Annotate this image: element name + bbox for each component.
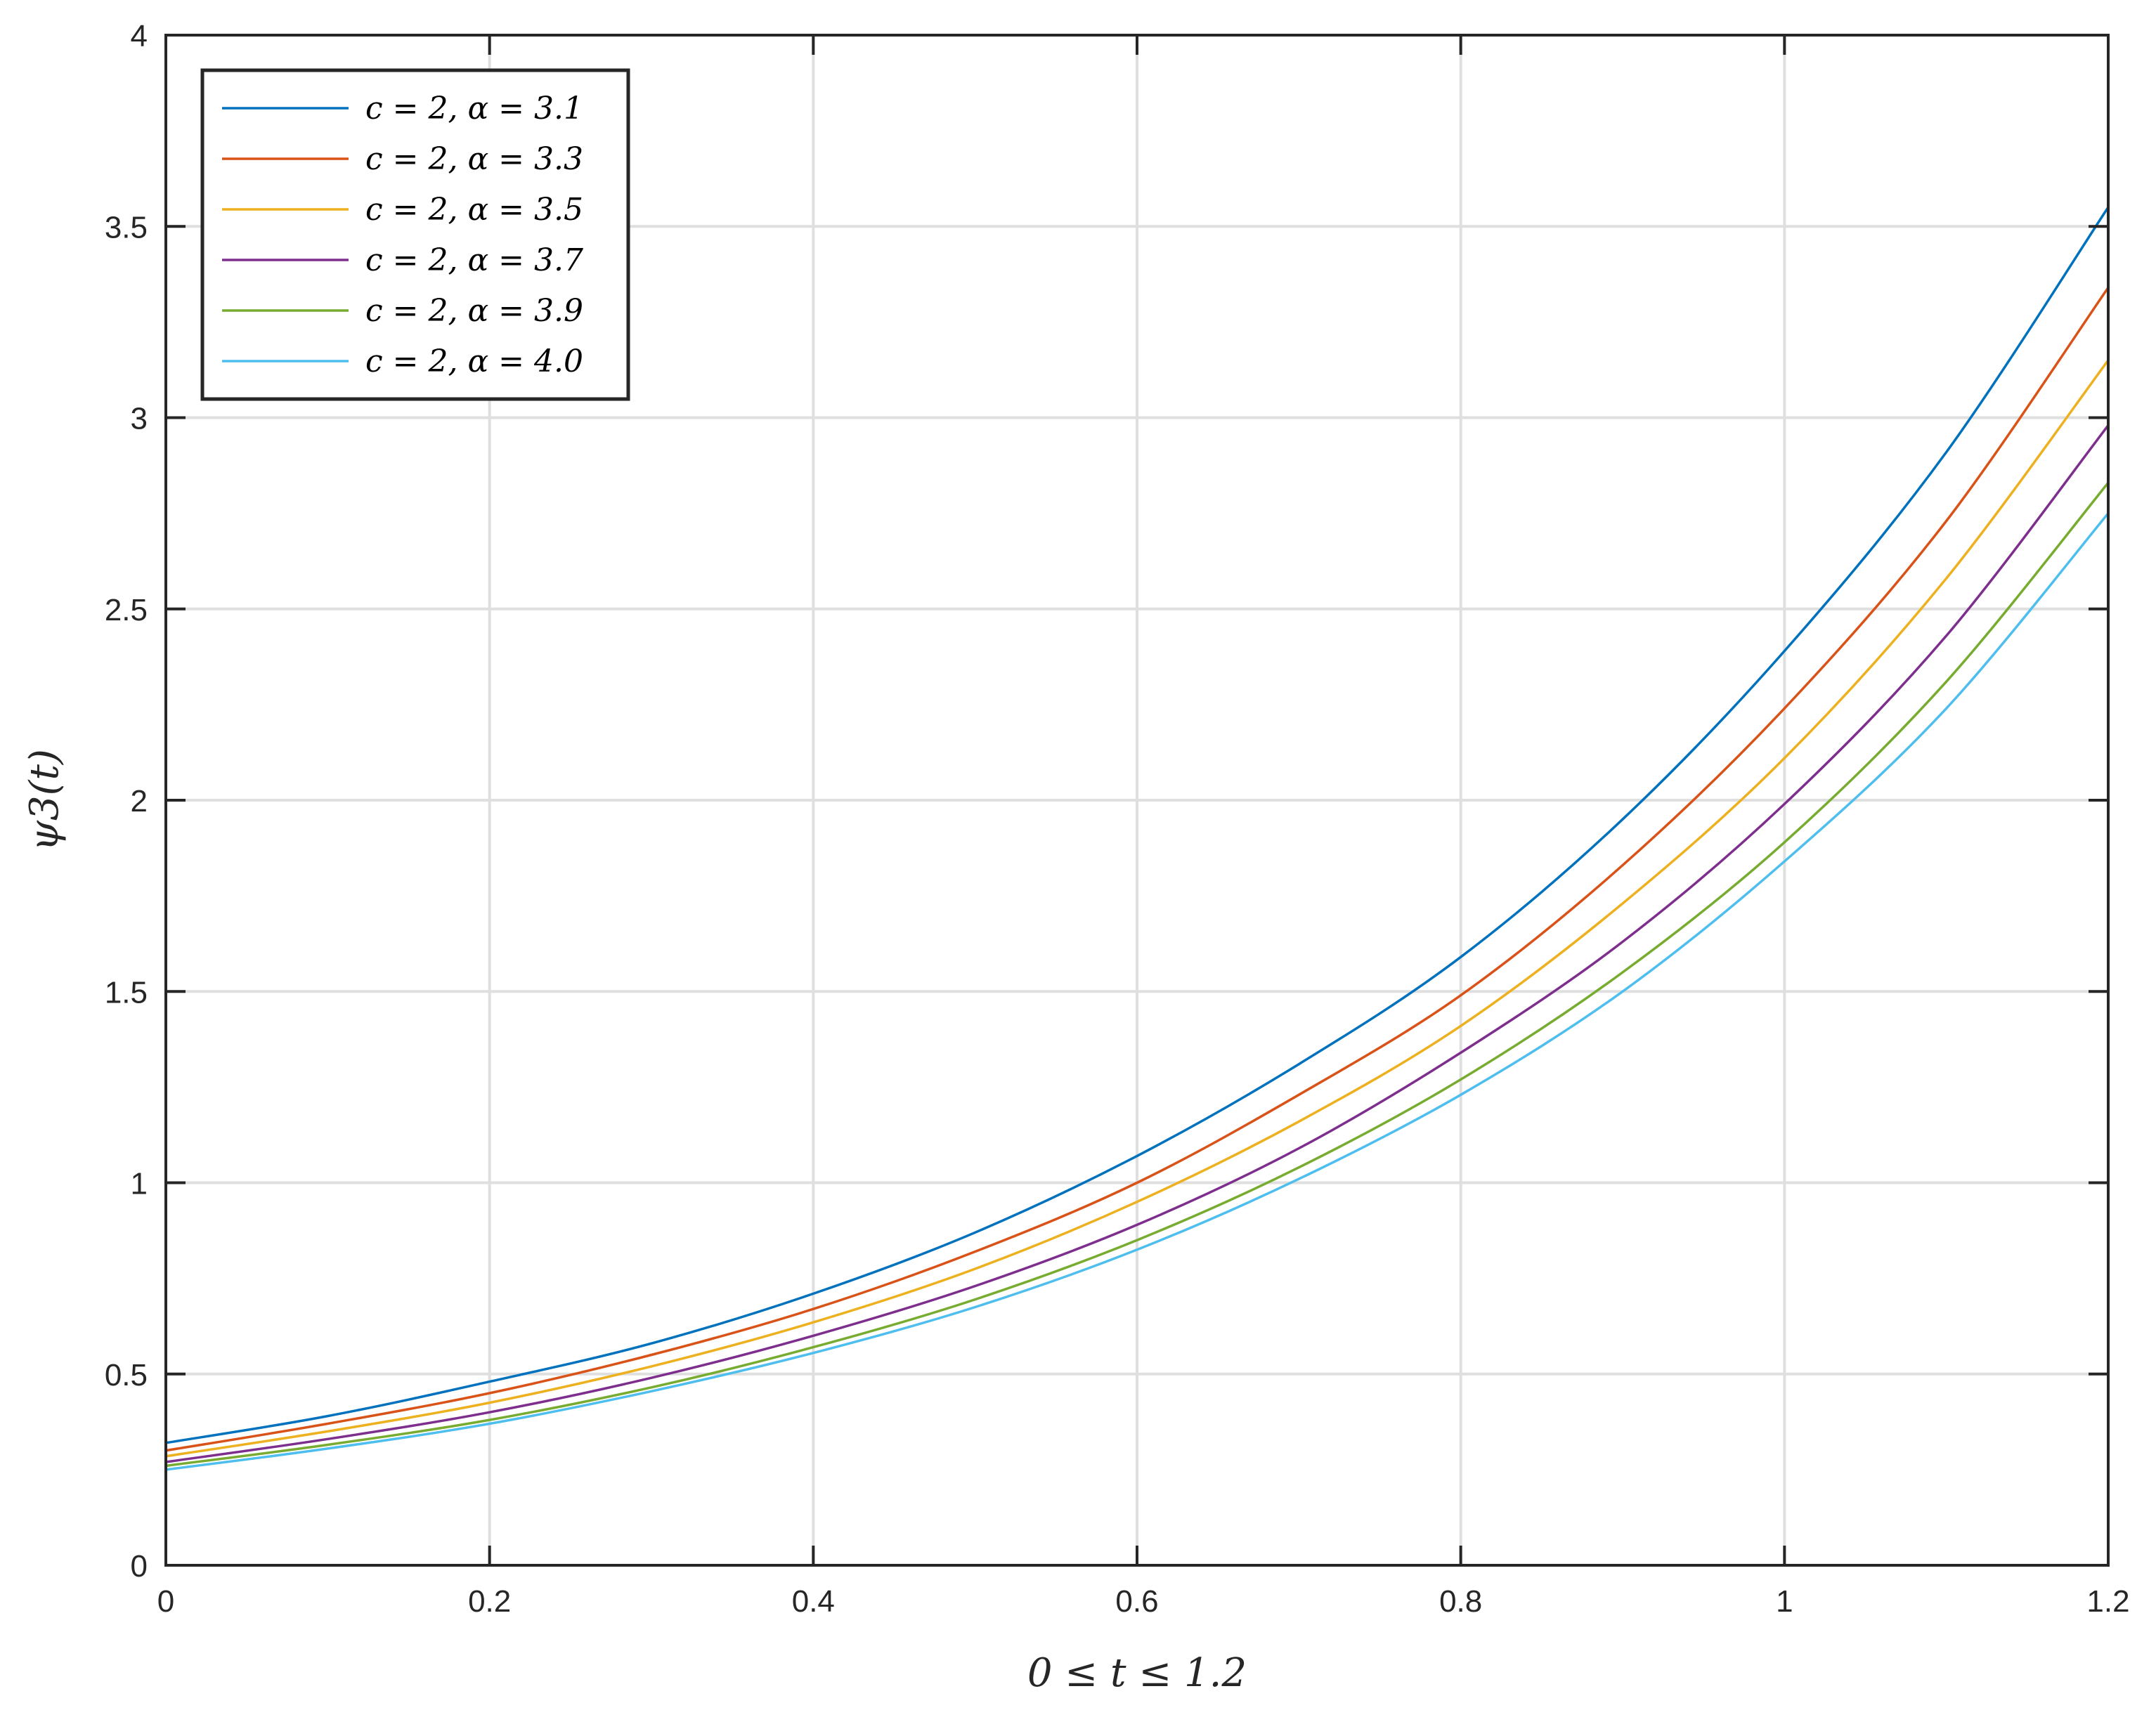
- y-tick-label: 3: [131, 402, 148, 436]
- y-tick-label: 1.5: [105, 975, 148, 1010]
- series-line-5: [165, 481, 2110, 1468]
- series-line-2: [165, 287, 2110, 1452]
- series-line-6: [165, 512, 2110, 1471]
- legend-box: [200, 68, 630, 401]
- x-axis-label: 0 ≤ t ≤ 1.2: [1027, 1650, 1247, 1696]
- x-tick-label: 0.8: [1439, 1584, 1482, 1619]
- legend-label-3: c = 2, α = 3.5: [365, 192, 583, 228]
- x-tick-label: 1.2: [2086, 1584, 2129, 1619]
- series-lines: [165, 207, 2110, 1471]
- y-tick-label: 0: [131, 1549, 148, 1584]
- x-tick-label: 0.2: [468, 1584, 511, 1619]
- legend-label-1: c = 2, α = 3.1: [365, 91, 583, 126]
- y-tick-label: 1: [131, 1167, 148, 1201]
- legend-label-4: c = 2, α = 3.7: [365, 242, 583, 278]
- y-tick-label: 3.5: [105, 210, 148, 244]
- y-tick-label: 2.5: [105, 593, 148, 627]
- x-tick-label: 0.6: [1115, 1584, 1158, 1619]
- legend: c = 2, α = 3.1 c = 2, α = 3.3 c = 2, α = 3…: [200, 68, 630, 401]
- x-tick-label: 1: [1776, 1584, 1793, 1619]
- y-axis-label: ψ3(t): [22, 749, 67, 851]
- legend-label-6: c = 2, α = 4.0: [365, 344, 583, 379]
- series-line-1: [165, 207, 2110, 1444]
- tick-labels: 0 0.2 0.4 0.6 0.8 1 1.2 0 0.5 1 1.5 2 2.5 3 3.5 4: [105, 19, 2130, 1619]
- y-tick-label: 2: [131, 784, 148, 818]
- x-tick-label: 0: [157, 1584, 174, 1619]
- legend-label-2: c = 2, α = 3.3: [365, 141, 583, 177]
- axes: [164, 34, 2110, 1567]
- y-tick-label: 4: [131, 19, 148, 53]
- series-line-4: [165, 424, 2110, 1463]
- x-tick-label: 0.4: [792, 1584, 835, 1619]
- series-line-3: [165, 359, 2110, 1458]
- y-tick-label: 0.5: [105, 1358, 148, 1392]
- legend-label-5: c = 2, α = 3.9: [365, 293, 583, 329]
